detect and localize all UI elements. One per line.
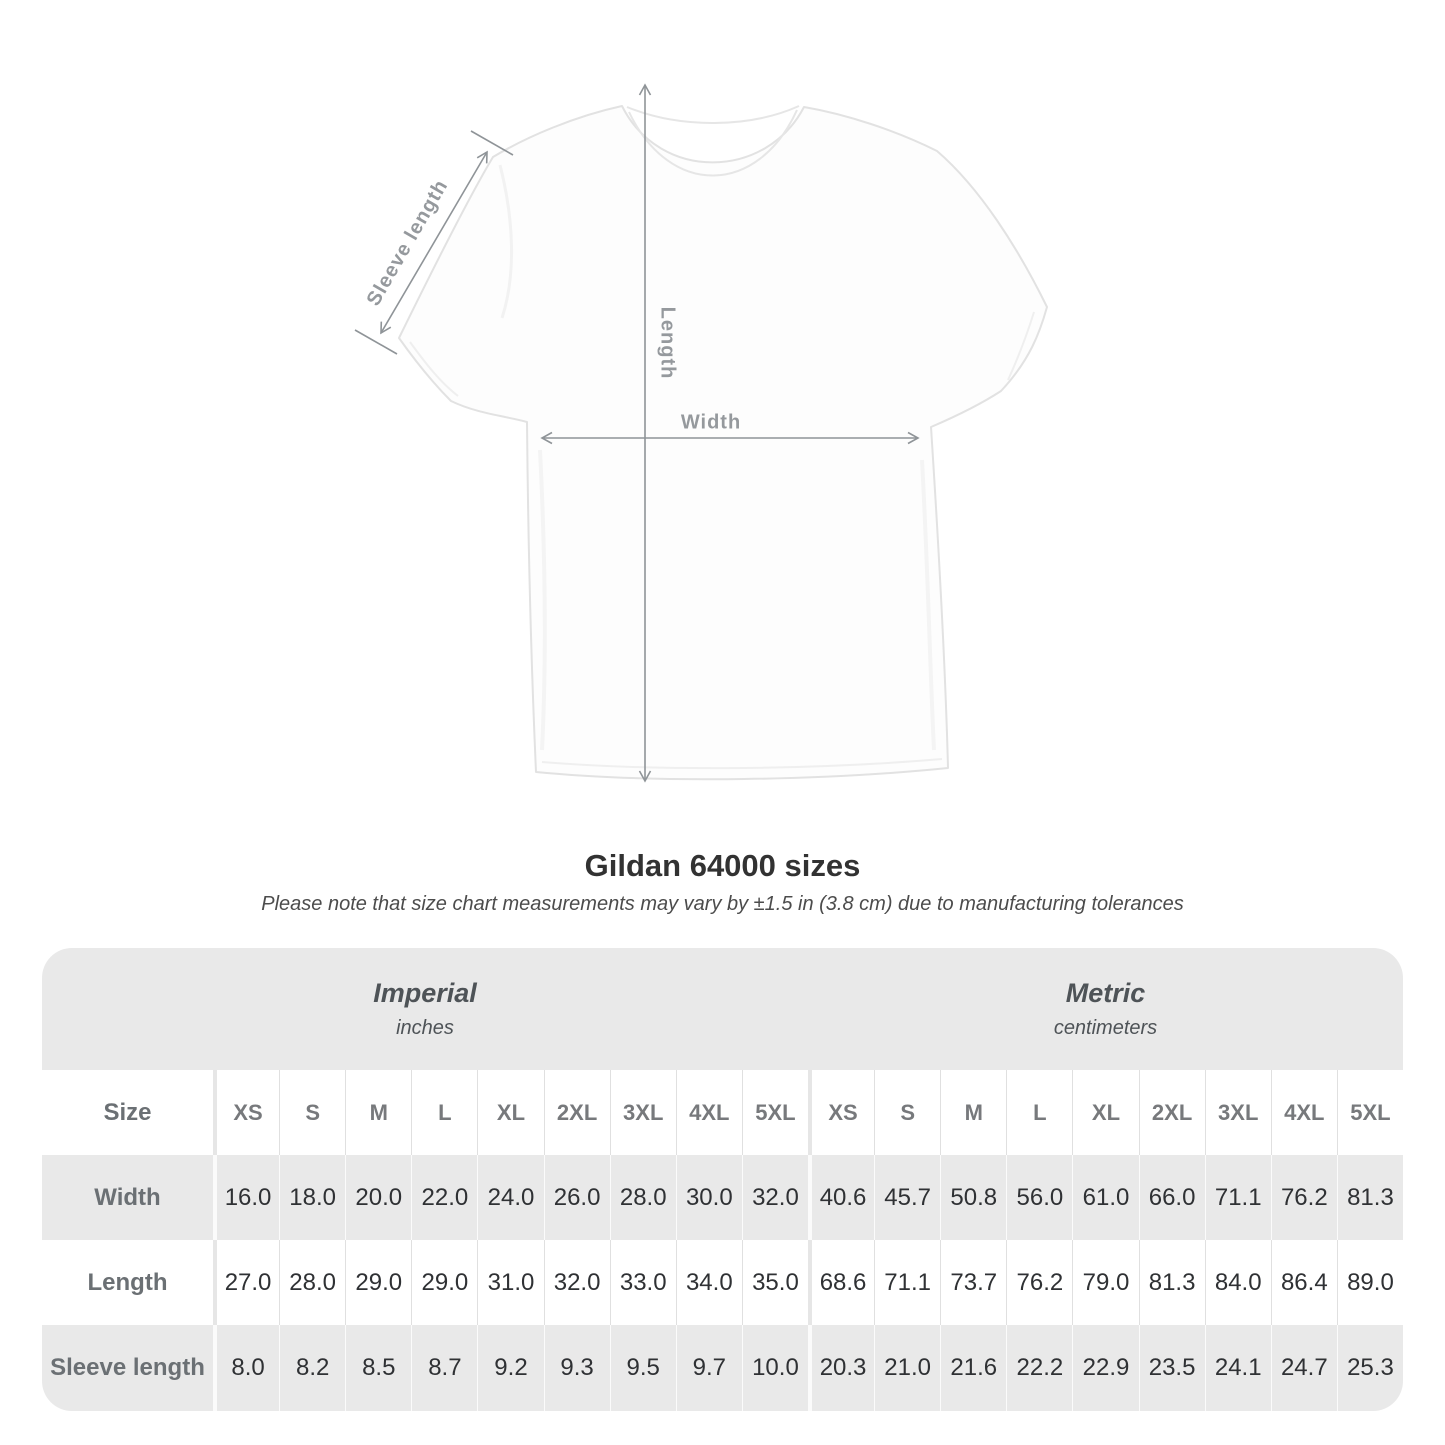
table-cell: 33.0: [609, 1240, 676, 1325]
table-cell: 45.7: [874, 1155, 941, 1240]
table-cell: 35.0: [741, 1240, 808, 1325]
size-col-header: 2XL: [543, 1070, 610, 1155]
table-cell: 86.4: [1270, 1240, 1337, 1325]
table-cell: 10.0: [741, 1325, 808, 1411]
size-col-header: XL: [477, 1070, 544, 1155]
table-cell: 8.5: [345, 1325, 412, 1411]
table-cell: 32.0: [741, 1155, 808, 1240]
size-col-header: 3XL: [1204, 1070, 1271, 1155]
size-col-header: 5XL: [1336, 1070, 1403, 1155]
size-col-header: 3XL: [609, 1070, 676, 1155]
table-cell: 22.2: [1006, 1325, 1073, 1411]
page-title: Gildan 64000 sizes: [584, 848, 861, 883]
size-col-header: 2XL: [1138, 1070, 1205, 1155]
table-cell: 61.0: [1072, 1155, 1139, 1240]
tshirt-illustration: [354, 83, 1048, 783]
table-cell: 71.1: [1204, 1155, 1271, 1240]
tolerance-note: Please note that size chart measurements…: [261, 893, 1184, 915]
size-col-header: M: [940, 1070, 1007, 1155]
table-cell: 21.6: [940, 1325, 1007, 1411]
table-cell: 50.8: [940, 1155, 1007, 1240]
table-cell: 29.0: [411, 1240, 478, 1325]
table-cell: 22.9: [1072, 1325, 1139, 1411]
table-cell: 18.0: [279, 1155, 346, 1240]
table-cell: 20.3: [808, 1325, 875, 1411]
row-label-width: Width: [42, 1155, 213, 1240]
table-cell: 73.7: [940, 1240, 1007, 1325]
size-col-header: M: [345, 1070, 412, 1155]
table-cell: 76.2: [1006, 1240, 1073, 1325]
table-cell: 8.2: [279, 1325, 346, 1411]
table-cell: 23.5: [1138, 1325, 1205, 1411]
size-col-header: XS: [213, 1070, 280, 1155]
size-col-header: S: [279, 1070, 346, 1155]
size-col-header: L: [411, 1070, 478, 1155]
table-cell: 81.3: [1138, 1240, 1205, 1325]
table-cell: 28.0: [279, 1240, 346, 1325]
size-col-header: 5XL: [741, 1070, 808, 1155]
tshirt-body: [398, 105, 1048, 781]
table-cell: 89.0: [1336, 1240, 1403, 1325]
table-cell: 20.0: [345, 1155, 412, 1240]
table-cell: 9.5: [609, 1325, 676, 1411]
table-cell: 21.0: [874, 1325, 941, 1411]
table-cell: 16.0: [213, 1155, 280, 1240]
table-cell: 25.3: [1336, 1325, 1403, 1411]
imperial-label: Imperial: [373, 978, 477, 1008]
table-cell: 56.0: [1006, 1155, 1073, 1240]
width-label: Width: [680, 411, 742, 434]
table-cell: 29.0: [345, 1240, 412, 1325]
metric-section-header: Metric centimeters: [808, 948, 1403, 1070]
table-cell: 24.7: [1270, 1325, 1337, 1411]
table-cell: 24.1: [1204, 1325, 1271, 1411]
table-cell: 79.0: [1072, 1240, 1139, 1325]
size-col-header: S: [874, 1070, 941, 1155]
table-cell: 66.0: [1138, 1155, 1205, 1240]
table-cell: 24.0: [477, 1155, 544, 1240]
imperial-section-header: Imperial inches: [42, 948, 808, 1070]
size-col-header: 4XL: [675, 1070, 742, 1155]
table-cell: 26.0: [543, 1155, 610, 1240]
row-label-length: Length: [42, 1240, 213, 1325]
table-cell: 31.0: [477, 1240, 544, 1325]
table-cell: 81.3: [1336, 1155, 1403, 1240]
row-label-sleeve-length: Sleeve length: [42, 1325, 213, 1411]
table-cell: 8.7: [411, 1325, 478, 1411]
table-cell: 30.0: [675, 1155, 742, 1240]
table-cell: 28.0: [609, 1155, 676, 1240]
table-cell: 22.0: [411, 1155, 478, 1240]
size-col-header: L: [1006, 1070, 1073, 1155]
size-col-header: XS: [808, 1070, 875, 1155]
corner-label: Size: [42, 1070, 213, 1155]
table-cell: 68.6: [808, 1240, 875, 1325]
size-col-header: XL: [1072, 1070, 1139, 1155]
sleeve-length-arrow: [380, 150, 488, 335]
table-cell: 32.0: [543, 1240, 610, 1325]
table-cell: 9.7: [675, 1325, 742, 1411]
imperial-unit: inches: [396, 1017, 454, 1039]
table-cell: 27.0: [213, 1240, 280, 1325]
table-cell: 9.3: [543, 1325, 610, 1411]
sleeve-arrow-bottom-tick: [354, 329, 398, 355]
table-cell: 76.2: [1270, 1155, 1337, 1240]
table-cell: 40.6: [808, 1155, 875, 1240]
tshirt-diagram: [330, 50, 1090, 830]
size-col-header: 4XL: [1270, 1070, 1337, 1155]
table-cell: 84.0: [1204, 1240, 1271, 1325]
table-cell: 34.0: [675, 1240, 742, 1325]
sleeve-arrow-top-tick: [470, 130, 514, 156]
size-table: Imperial inches Metric centimeters Size …: [42, 948, 1403, 1411]
metric-label: Metric: [1065, 978, 1146, 1008]
table-cell: 71.1: [874, 1240, 941, 1325]
table-cell: 8.0: [213, 1325, 280, 1411]
length-label: Length: [656, 306, 679, 380]
table-cell: 9.2: [477, 1325, 544, 1411]
metric-unit: centimeters: [1053, 1017, 1158, 1039]
